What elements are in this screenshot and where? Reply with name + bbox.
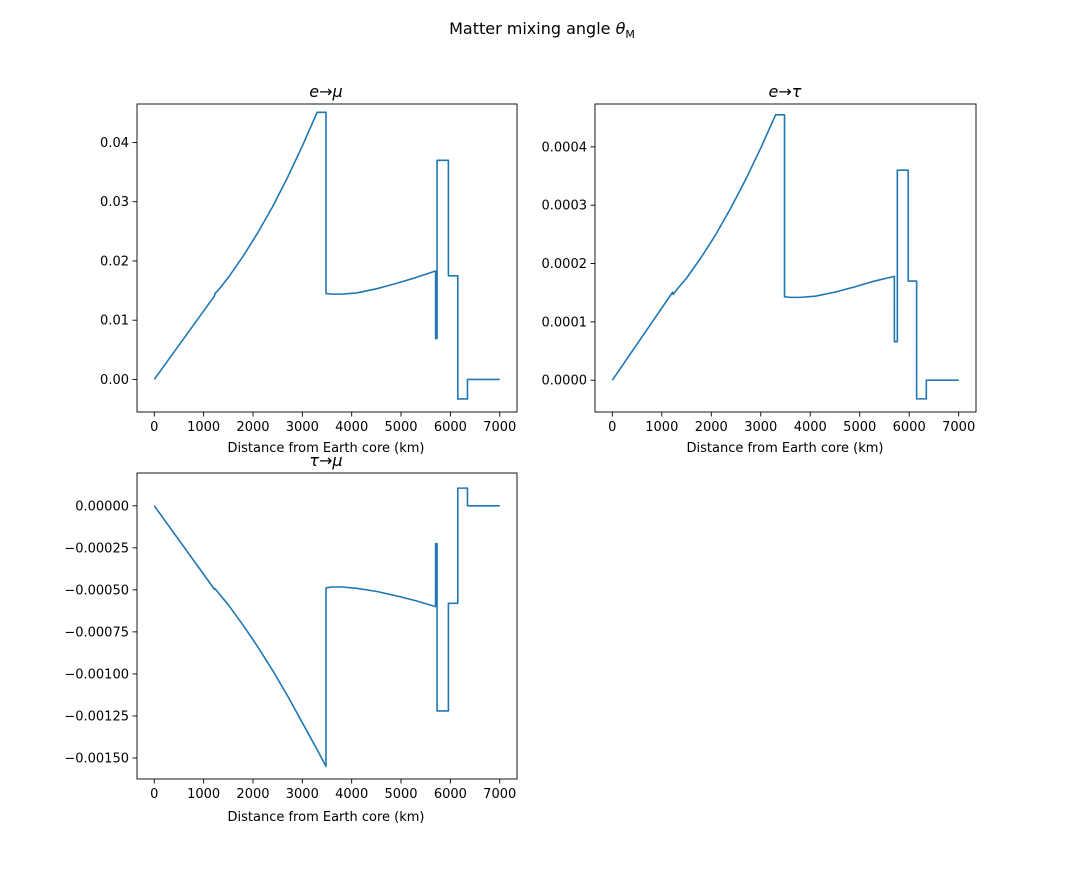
y-tick-label: 0.0000 — [542, 374, 588, 389]
figure-title-text: Matter mixing angle — [449, 19, 610, 38]
x-tick-label: 3000 — [286, 787, 319, 802]
x-tick-label: 0 — [608, 420, 616, 435]
plot-area: 0 1000 2000 3000 4000 5000 6000 7000 0.0000 0.000… — [542, 103, 977, 435]
x-tick-label: 7000 — [483, 787, 516, 802]
series-line — [153, 111, 500, 400]
x-tick-label: 2000 — [695, 420, 728, 435]
x-tick-label: 5000 — [843, 420, 876, 435]
subplot-title: e→μ — [309, 82, 342, 101]
x-tick-label: 1000 — [187, 420, 220, 435]
x-tick-label: 4000 — [794, 420, 827, 435]
x-tick-label: 0 — [150, 787, 158, 802]
x-tick-label: 6000 — [893, 420, 926, 435]
axes-frame — [136, 472, 518, 780]
x-tick-label: 7000 — [483, 420, 516, 435]
x-tick-label: 3000 — [744, 420, 777, 435]
y-tick-label: 0.03 — [100, 195, 129, 210]
y-tick-label: −0.00150 — [64, 751, 129, 766]
series-line — [153, 487, 500, 768]
subplot-tau-mu: τ→μ 0 1000 2000 3000 4000 5000 6000 7000 0.00000… — [64, 451, 518, 825]
x-tick-label: 0 — [150, 420, 158, 435]
x-tick-label: 3000 — [286, 420, 319, 435]
x-axis-label: Distance from Earth core (km) — [687, 441, 884, 456]
figure-title: Matter mixing angle θM — [449, 19, 635, 41]
axes-frame — [136, 103, 518, 413]
y-tick-label: −0.00100 — [64, 667, 129, 682]
x-axis-label: Distance from Earth core (km) — [228, 810, 425, 825]
figure-title-symbol: θ — [616, 19, 626, 38]
y-tick-label: −0.00075 — [64, 625, 129, 640]
x-tick-label: 2000 — [236, 787, 269, 802]
x-tick-label: 7000 — [942, 420, 975, 435]
x-tick-label: 4000 — [335, 787, 368, 802]
y-tick-label: −0.00025 — [64, 541, 129, 556]
y-tick-label: −0.00125 — [64, 709, 129, 724]
axes-frame — [594, 103, 977, 413]
y-tick-label: 0.0003 — [542, 199, 588, 214]
x-tick-label: 6000 — [434, 787, 467, 802]
subplot-e-mu: e→μ 0 1000 2000 3000 4000 5000 6000 7000 0.00 0.0… — [100, 82, 518, 456]
subplot-e-tau: e→τ 0 1000 2000 3000 4000 5000 6000 70000.00000… — [542, 82, 977, 456]
series-line — [611, 113, 959, 400]
y-tick-label: 0.00000 — [75, 499, 129, 514]
y-tick-label: 0.04 — [100, 136, 129, 151]
x-tick-label: 6000 — [434, 420, 467, 435]
figure-title-subscript: M — [625, 28, 635, 41]
plot-area: 0 1000 2000 3000 4000 5000 6000 7000 0.00000 −0.0… — [64, 472, 518, 802]
x-tick-label: 4000 — [335, 420, 368, 435]
x-tick-label: 2000 — [236, 420, 269, 435]
y-tick-label: −0.00050 — [64, 583, 129, 598]
x-tick-label: 5000 — [384, 787, 417, 802]
y-tick-label: 0.0002 — [542, 257, 588, 272]
subplot-title: τ→μ — [309, 451, 342, 470]
x-tick-label: 1000 — [645, 420, 678, 435]
x-tick-label: 5000 — [384, 420, 417, 435]
y-tick-label: 0.02 — [100, 254, 129, 269]
subplot-title: e→τ — [769, 82, 802, 101]
y-tick-label: 0.01 — [100, 314, 129, 329]
x-tick-label: 1000 — [187, 787, 220, 802]
plot-area: 0 1000 2000 3000 4000 5000 6000 7000 0.00 0.01 0.0… — [100, 103, 518, 435]
x-axis-label: Distance from Earth core (km) — [228, 441, 425, 456]
y-tick-label: 0.0001 — [542, 315, 588, 330]
y-tick-label: 0.00 — [100, 373, 129, 388]
y-tick-label: 0.0004 — [542, 140, 588, 155]
